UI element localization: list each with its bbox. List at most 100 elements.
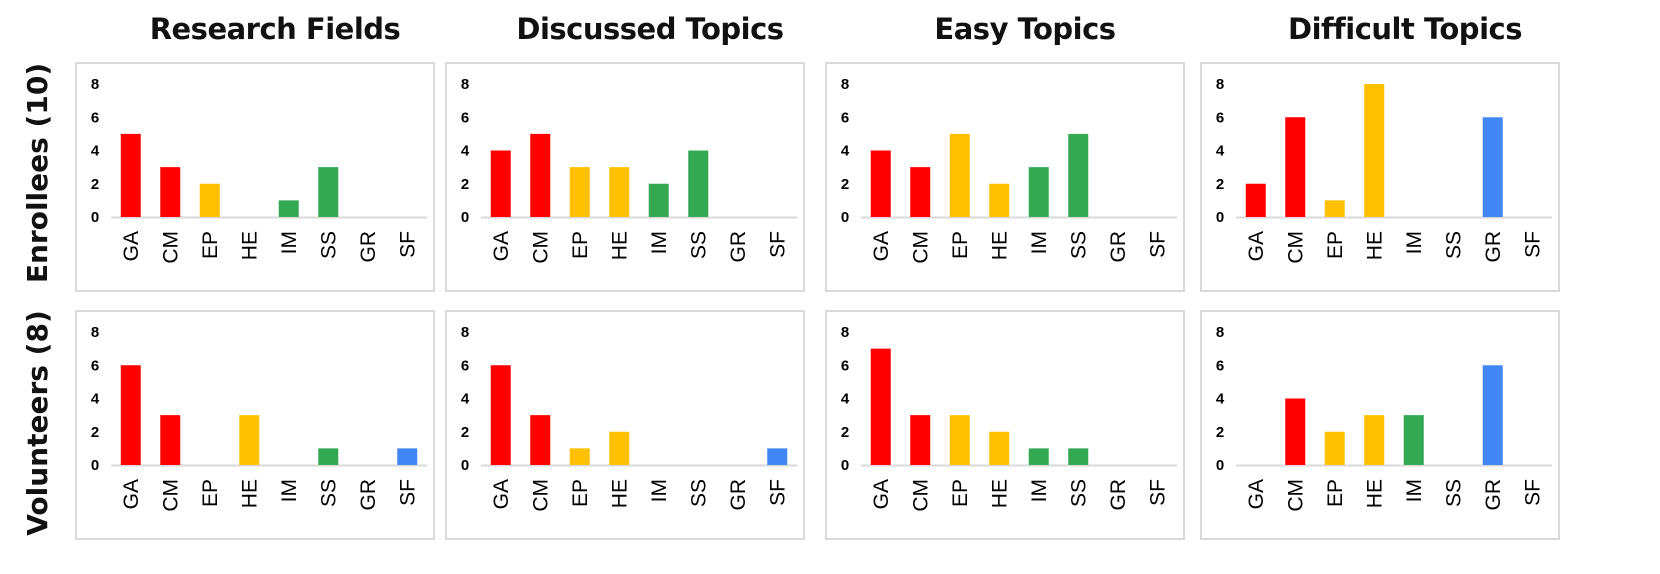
x-tick-label-gr: GR (357, 231, 380, 263)
x-tick-label-sf: SF (1521, 231, 1544, 258)
chart-panel-enrollees-10-research-fields: 0 2 4 6 8 GA CM EP HE IM SS GR SF (75, 62, 435, 292)
x-tick-label-ga: GA (870, 231, 893, 261)
bar-he (609, 167, 630, 217)
x-tick-label-ss: SS (1442, 231, 1465, 259)
x-tick-label-he: HE (988, 231, 1011, 260)
x-tick-label-ep: EP (569, 231, 592, 259)
bar-gr (1482, 365, 1503, 465)
x-tick-label-ss: SS (1067, 479, 1090, 507)
bar-ss (1068, 448, 1089, 465)
x-tick-label-ga: GA (490, 231, 513, 261)
x-tick-label-sf: SF (396, 231, 419, 258)
y-tick-label: 6 (461, 357, 469, 374)
bar-ep (949, 133, 970, 217)
x-tick-label-ss: SS (317, 479, 340, 507)
x-tick-label-im: IM (278, 479, 301, 502)
y-tick-label: 4 (91, 391, 100, 408)
y-tick-label: 0 (841, 209, 849, 226)
bar-im (1028, 167, 1049, 217)
y-tick-label: 2 (1216, 176, 1224, 193)
y-tick-label: 6 (91, 357, 99, 374)
x-tick-label-cm: CM (529, 479, 552, 512)
x-tick-label-sf: SF (766, 479, 789, 506)
y-tick-label: 0 (1216, 457, 1224, 474)
x-tick-label-im: IM (278, 231, 301, 254)
x-tick-label-im: IM (1403, 479, 1426, 502)
y-tick-label: 8 (91, 324, 99, 341)
row-label-volunteers: Volunteers (8) (21, 310, 54, 536)
x-tick-label-ss: SS (687, 231, 710, 259)
bar-ss (318, 448, 339, 465)
y-tick-label: 8 (841, 76, 849, 93)
x-tick-label-he: HE (238, 231, 261, 260)
bar-cm (1285, 398, 1306, 465)
x-tick-label-he: HE (238, 479, 261, 508)
bar-ep (199, 183, 220, 217)
y-tick-label: 0 (91, 457, 99, 474)
bar-he (1364, 415, 1385, 465)
bar-chart: 0 2 4 6 8 GA CM EP HE IM SS GR SF (461, 76, 797, 264)
x-tick-label-ga: GA (120, 479, 143, 509)
x-tick-label-he: HE (608, 231, 631, 260)
row-label-enrollees: Enrollees (10) (21, 62, 54, 284)
bar-chart: 0 2 4 6 8 GA CM EP HE IM SS GR SF (841, 324, 1177, 512)
chart-panel-enrollees-10-difficult-topics: 0 2 4 6 8 GA CM EP HE IM SS GR SF (1200, 62, 1560, 292)
x-tick-label-sf: SF (766, 231, 789, 258)
y-tick-label: 4 (841, 143, 850, 160)
column-title-easy-topics: Easy Topics (934, 12, 1116, 46)
y-tick-label: 4 (1216, 143, 1225, 160)
bar-im (1403, 415, 1424, 465)
x-tick-label-ep: EP (569, 479, 592, 507)
bar-cm (160, 167, 181, 217)
bar-im (648, 183, 669, 217)
x-tick-label-im: IM (1028, 479, 1051, 502)
y-tick-label: 0 (461, 209, 469, 226)
chart-panel-volunteers-8-difficult-topics: 0 2 4 6 8 GA CM EP HE IM SS GR SF (1200, 310, 1560, 540)
bar-ga (120, 133, 141, 217)
bar-cm (530, 133, 551, 217)
bar-ga (870, 150, 891, 217)
y-tick-label: 0 (91, 209, 99, 226)
y-tick-label: 2 (91, 424, 99, 441)
x-tick-label-im: IM (648, 231, 671, 254)
x-tick-label-he: HE (608, 479, 631, 508)
bar-im (278, 200, 299, 217)
y-tick-label: 6 (841, 109, 849, 126)
bar-chart: 0 2 4 6 8 GA CM EP HE IM SS GR SF (461, 324, 797, 512)
x-tick-label-gr: GR (1107, 231, 1130, 263)
bar-ss (318, 167, 339, 217)
x-tick-label-sf: SF (1146, 231, 1169, 258)
bar-chart: 0 2 4 6 8 GA CM EP HE IM SS GR SF (1216, 324, 1552, 512)
y-tick-label: 2 (461, 176, 469, 193)
bar-sf (397, 448, 418, 465)
bar-ga (120, 365, 141, 465)
x-tick-label-im: IM (1403, 231, 1426, 254)
y-tick-label: 2 (1216, 424, 1224, 441)
x-tick-label-sf: SF (396, 479, 419, 506)
bar-cm (160, 415, 181, 465)
y-tick-label: 6 (841, 357, 849, 374)
column-title-research-fields: Research Fields (149, 12, 401, 46)
y-tick-label: 4 (91, 143, 100, 160)
x-tick-label-ga: GA (490, 479, 513, 509)
x-tick-label-ep: EP (1324, 479, 1347, 507)
bar-ss (688, 150, 709, 217)
y-tick-label: 4 (461, 391, 470, 408)
x-tick-label-sf: SF (1146, 479, 1169, 506)
x-tick-label-ga: GA (120, 231, 143, 261)
y-tick-label: 6 (461, 109, 469, 126)
x-tick-label-cm: CM (529, 231, 552, 264)
y-tick-label: 4 (1216, 391, 1225, 408)
chart-panel-volunteers-8-discussed-topics: 0 2 4 6 8 GA CM EP HE IM SS GR SF (445, 310, 805, 540)
x-tick-label-ga: GA (1245, 231, 1268, 261)
y-tick-label: 8 (1216, 76, 1224, 93)
y-tick-label: 8 (1216, 324, 1224, 341)
y-tick-label: 6 (1216, 357, 1224, 374)
bar-ga (1245, 183, 1266, 217)
x-tick-label-cm: CM (159, 231, 182, 264)
y-tick-label: 8 (91, 76, 99, 93)
x-tick-label-he: HE (988, 479, 1011, 508)
bar-he (239, 415, 260, 465)
y-tick-label: 0 (1216, 209, 1224, 226)
bar-im (1028, 448, 1049, 465)
